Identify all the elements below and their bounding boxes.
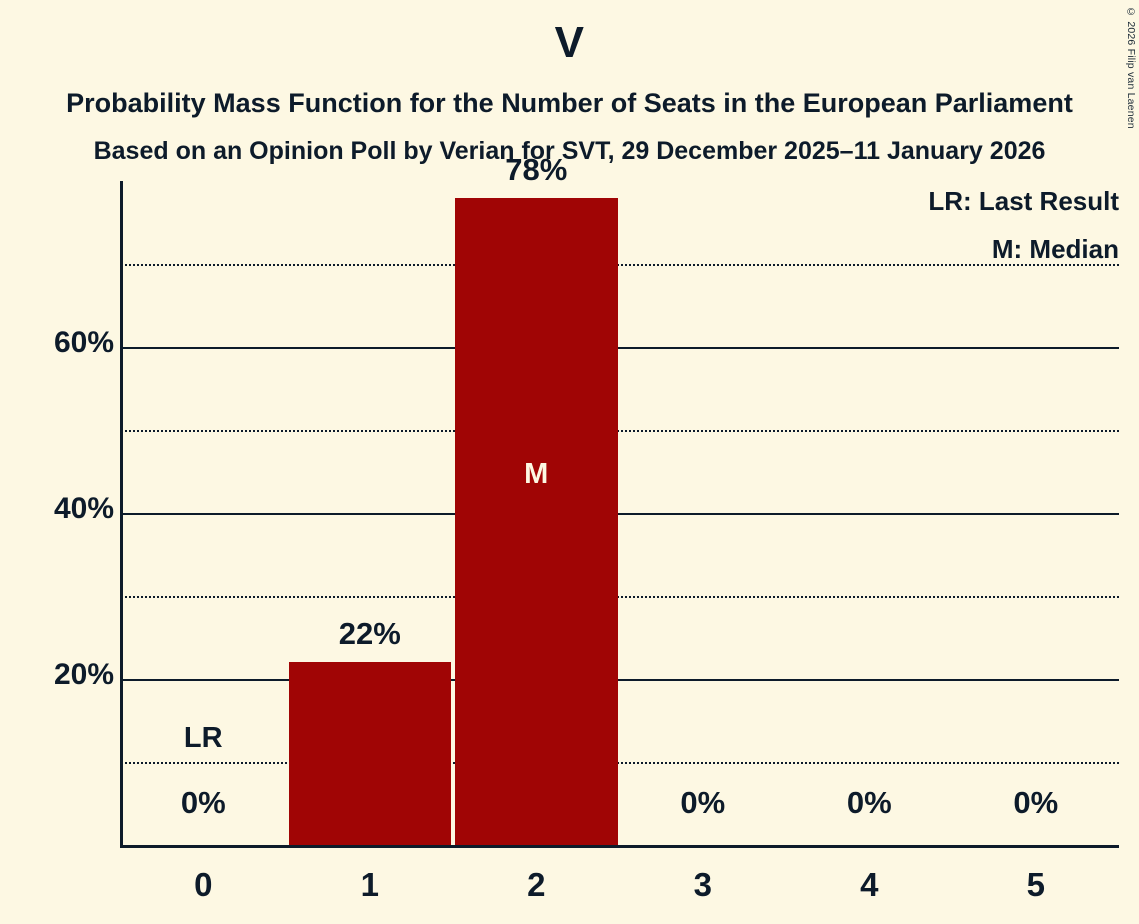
x-axis-tick-label: 2 [527, 866, 546, 903]
y-axis-tick-label: 40% [53, 492, 114, 525]
bar-value-label: 0% [846, 785, 892, 820]
y-axis-tick-label: 20% [53, 658, 114, 691]
plot-area: 0% 22% 78% 0% 0% 0% LR M [120, 152, 1119, 845]
gridline-major [120, 679, 1119, 681]
x-axis-tick-label: 0 [194, 866, 213, 903]
x-axis-tick-label: 5 [1026, 866, 1045, 903]
chart-subtitle: Probability Mass Function for the Number… [66, 88, 1073, 118]
copyright-notice: © 2026 Filip van Laenen [1125, 6, 1137, 129]
gridline-minor [120, 264, 1119, 266]
bar-value-label: 0% [1013, 785, 1059, 820]
gridline-minor [120, 430, 1119, 432]
x-axis-tick-label: 4 [860, 866, 879, 903]
y-axis-tick-label: 60% [53, 326, 114, 359]
bar-value-label: 0% [180, 785, 226, 820]
last-result-marker: LR [183, 722, 223, 754]
bar[interactable] [455, 197, 618, 845]
gridline-minor [120, 762, 1119, 764]
bar-value-label: 22% [338, 616, 401, 652]
legend-median: M: Median [991, 234, 1119, 264]
legend-last-result: LR: Last Result [928, 186, 1119, 216]
median-marker: M [524, 458, 549, 491]
gridline-major [120, 513, 1119, 515]
x-axis-tick-label: 1 [360, 866, 379, 903]
x-axis-tick-label: 3 [693, 866, 712, 903]
bar-value-label: 0% [680, 785, 726, 820]
gridline-minor [120, 596, 1119, 598]
chart-source-note: Based on an Opinion Poll by Verian for S… [93, 137, 1046, 165]
bar-value-label: 78% [505, 151, 568, 187]
bar[interactable] [288, 662, 451, 845]
page-title: V [554, 18, 585, 67]
gridline-major [120, 347, 1119, 349]
x-axis-line [120, 845, 1119, 848]
